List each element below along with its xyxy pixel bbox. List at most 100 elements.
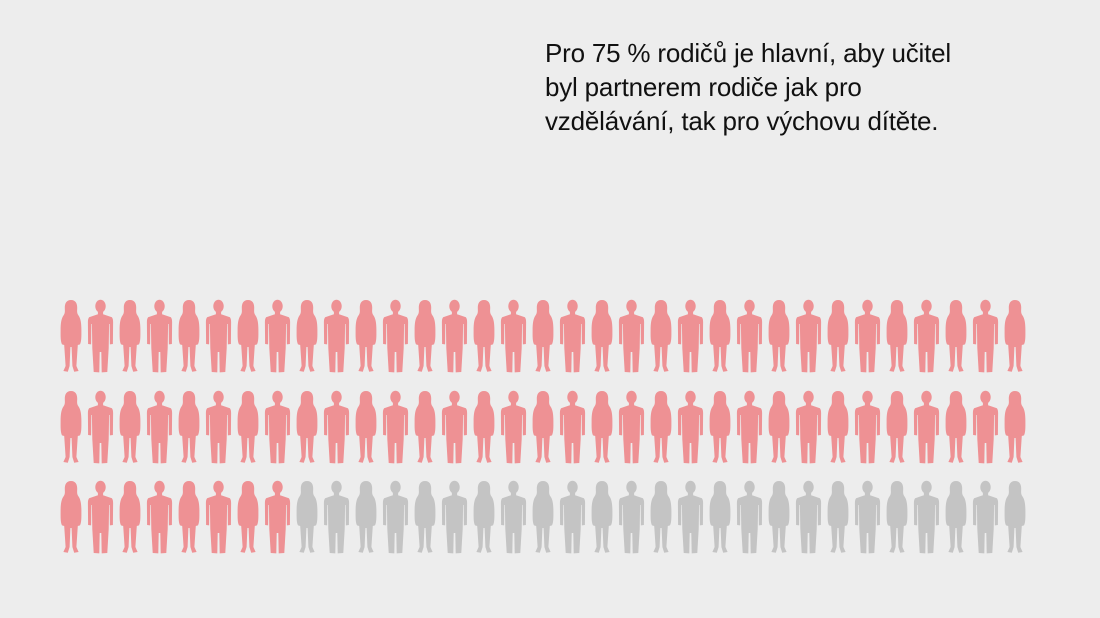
person-icon-highlighted <box>854 299 881 373</box>
person-icon-highlighted <box>768 300 790 372</box>
person-icon-highlighted <box>972 390 999 464</box>
person-icon-highlighted <box>205 299 232 373</box>
person-icon-highlighted <box>323 299 350 373</box>
person-icon-rest <box>296 481 318 553</box>
person-icon-rest <box>414 481 436 553</box>
person-icon-highlighted <box>500 390 527 464</box>
person-icon-highlighted <box>205 390 232 464</box>
person-icon-highlighted <box>146 390 173 464</box>
person-icon-rest <box>945 481 967 553</box>
person-icon-highlighted <box>886 391 908 463</box>
person-icon-highlighted <box>1004 391 1026 463</box>
person-icon-highlighted <box>1004 300 1026 372</box>
chart-headline: Pro 75 % rodičů je hlavní, aby učitel by… <box>545 38 951 136</box>
person-icon-highlighted <box>87 480 114 554</box>
person-icon-highlighted <box>972 299 999 373</box>
person-icon-highlighted <box>87 390 114 464</box>
person-icon-highlighted <box>736 299 763 373</box>
person-icon-highlighted <box>296 300 318 372</box>
person-icon-highlighted <box>768 391 790 463</box>
person-icon-highlighted <box>473 391 495 463</box>
person-icon-rest <box>559 480 586 554</box>
person-icon-highlighted <box>618 390 645 464</box>
person-icon-highlighted <box>709 300 731 372</box>
person-icon-highlighted <box>473 300 495 372</box>
person-icon-highlighted <box>264 480 291 554</box>
person-icon-rest <box>795 480 822 554</box>
person-icon-highlighted <box>119 391 141 463</box>
person-icon-highlighted <box>886 300 908 372</box>
person-icon-highlighted <box>355 391 377 463</box>
person-icon-highlighted <box>382 299 409 373</box>
person-icon-highlighted <box>60 481 82 553</box>
person-icon-rest <box>886 481 908 553</box>
person-icon-highlighted <box>237 391 259 463</box>
person-icon-rest <box>382 480 409 554</box>
person-icon-highlighted <box>60 391 82 463</box>
person-icon-highlighted <box>945 391 967 463</box>
person-icon-highlighted <box>60 300 82 372</box>
person-icon-highlighted <box>296 391 318 463</box>
person-icon-highlighted <box>500 299 527 373</box>
person-icon-rest <box>441 480 468 554</box>
person-icon-highlighted <box>827 391 849 463</box>
person-icon-highlighted <box>323 390 350 464</box>
person-icon-highlighted <box>205 480 232 554</box>
person-icon-highlighted <box>178 481 200 553</box>
person-icon-highlighted <box>532 391 554 463</box>
person-icon-rest <box>972 480 999 554</box>
person-icon-rest <box>854 480 881 554</box>
person-icon-highlighted <box>795 299 822 373</box>
person-icon-rest <box>677 480 704 554</box>
person-icon-highlighted <box>827 300 849 372</box>
person-icon-highlighted <box>913 390 940 464</box>
person-icon-highlighted <box>618 299 645 373</box>
person-icon-rest <box>473 481 495 553</box>
person-icon-rest <box>709 481 731 553</box>
person-icon-highlighted <box>178 391 200 463</box>
person-icon-rest <box>591 481 613 553</box>
person-icon-highlighted <box>264 299 291 373</box>
person-icon-rest <box>532 481 554 553</box>
person-icon-highlighted <box>414 300 436 372</box>
person-icon-highlighted <box>532 300 554 372</box>
person-icon-highlighted <box>559 390 586 464</box>
person-icon-highlighted <box>178 300 200 372</box>
person-icon-highlighted <box>650 391 672 463</box>
person-icon-rest <box>1004 481 1026 553</box>
person-icon-highlighted <box>795 390 822 464</box>
person-icon-highlighted <box>146 480 173 554</box>
person-icon-highlighted <box>441 390 468 464</box>
person-icon-highlighted <box>237 300 259 372</box>
person-icon-highlighted <box>677 299 704 373</box>
person-icon-highlighted <box>382 390 409 464</box>
person-icon-highlighted <box>119 481 141 553</box>
person-icon-highlighted <box>854 390 881 464</box>
person-icon-highlighted <box>414 391 436 463</box>
person-icon-rest <box>355 481 377 553</box>
person-icon-rest <box>827 481 849 553</box>
person-icon-highlighted <box>736 390 763 464</box>
person-icon-rest <box>323 480 350 554</box>
person-icon-highlighted <box>913 299 940 373</box>
person-icon-rest <box>650 481 672 553</box>
person-icon-highlighted <box>355 300 377 372</box>
person-icon-highlighted <box>945 300 967 372</box>
person-icon-rest <box>768 481 790 553</box>
person-icon-highlighted <box>709 391 731 463</box>
person-icon-highlighted <box>591 391 613 463</box>
person-icon-rest <box>913 480 940 554</box>
person-icon-highlighted <box>559 299 586 373</box>
person-icon-highlighted <box>237 481 259 553</box>
person-icon-rest <box>618 480 645 554</box>
person-icon-highlighted <box>591 300 613 372</box>
person-icon-highlighted <box>119 300 141 372</box>
person-icon-rest <box>736 480 763 554</box>
person-icon-highlighted <box>146 299 173 373</box>
person-icon-rest <box>500 480 527 554</box>
person-icon-highlighted <box>650 300 672 372</box>
person-icon-highlighted <box>677 390 704 464</box>
person-icon-highlighted <box>441 299 468 373</box>
person-icon-highlighted <box>264 390 291 464</box>
